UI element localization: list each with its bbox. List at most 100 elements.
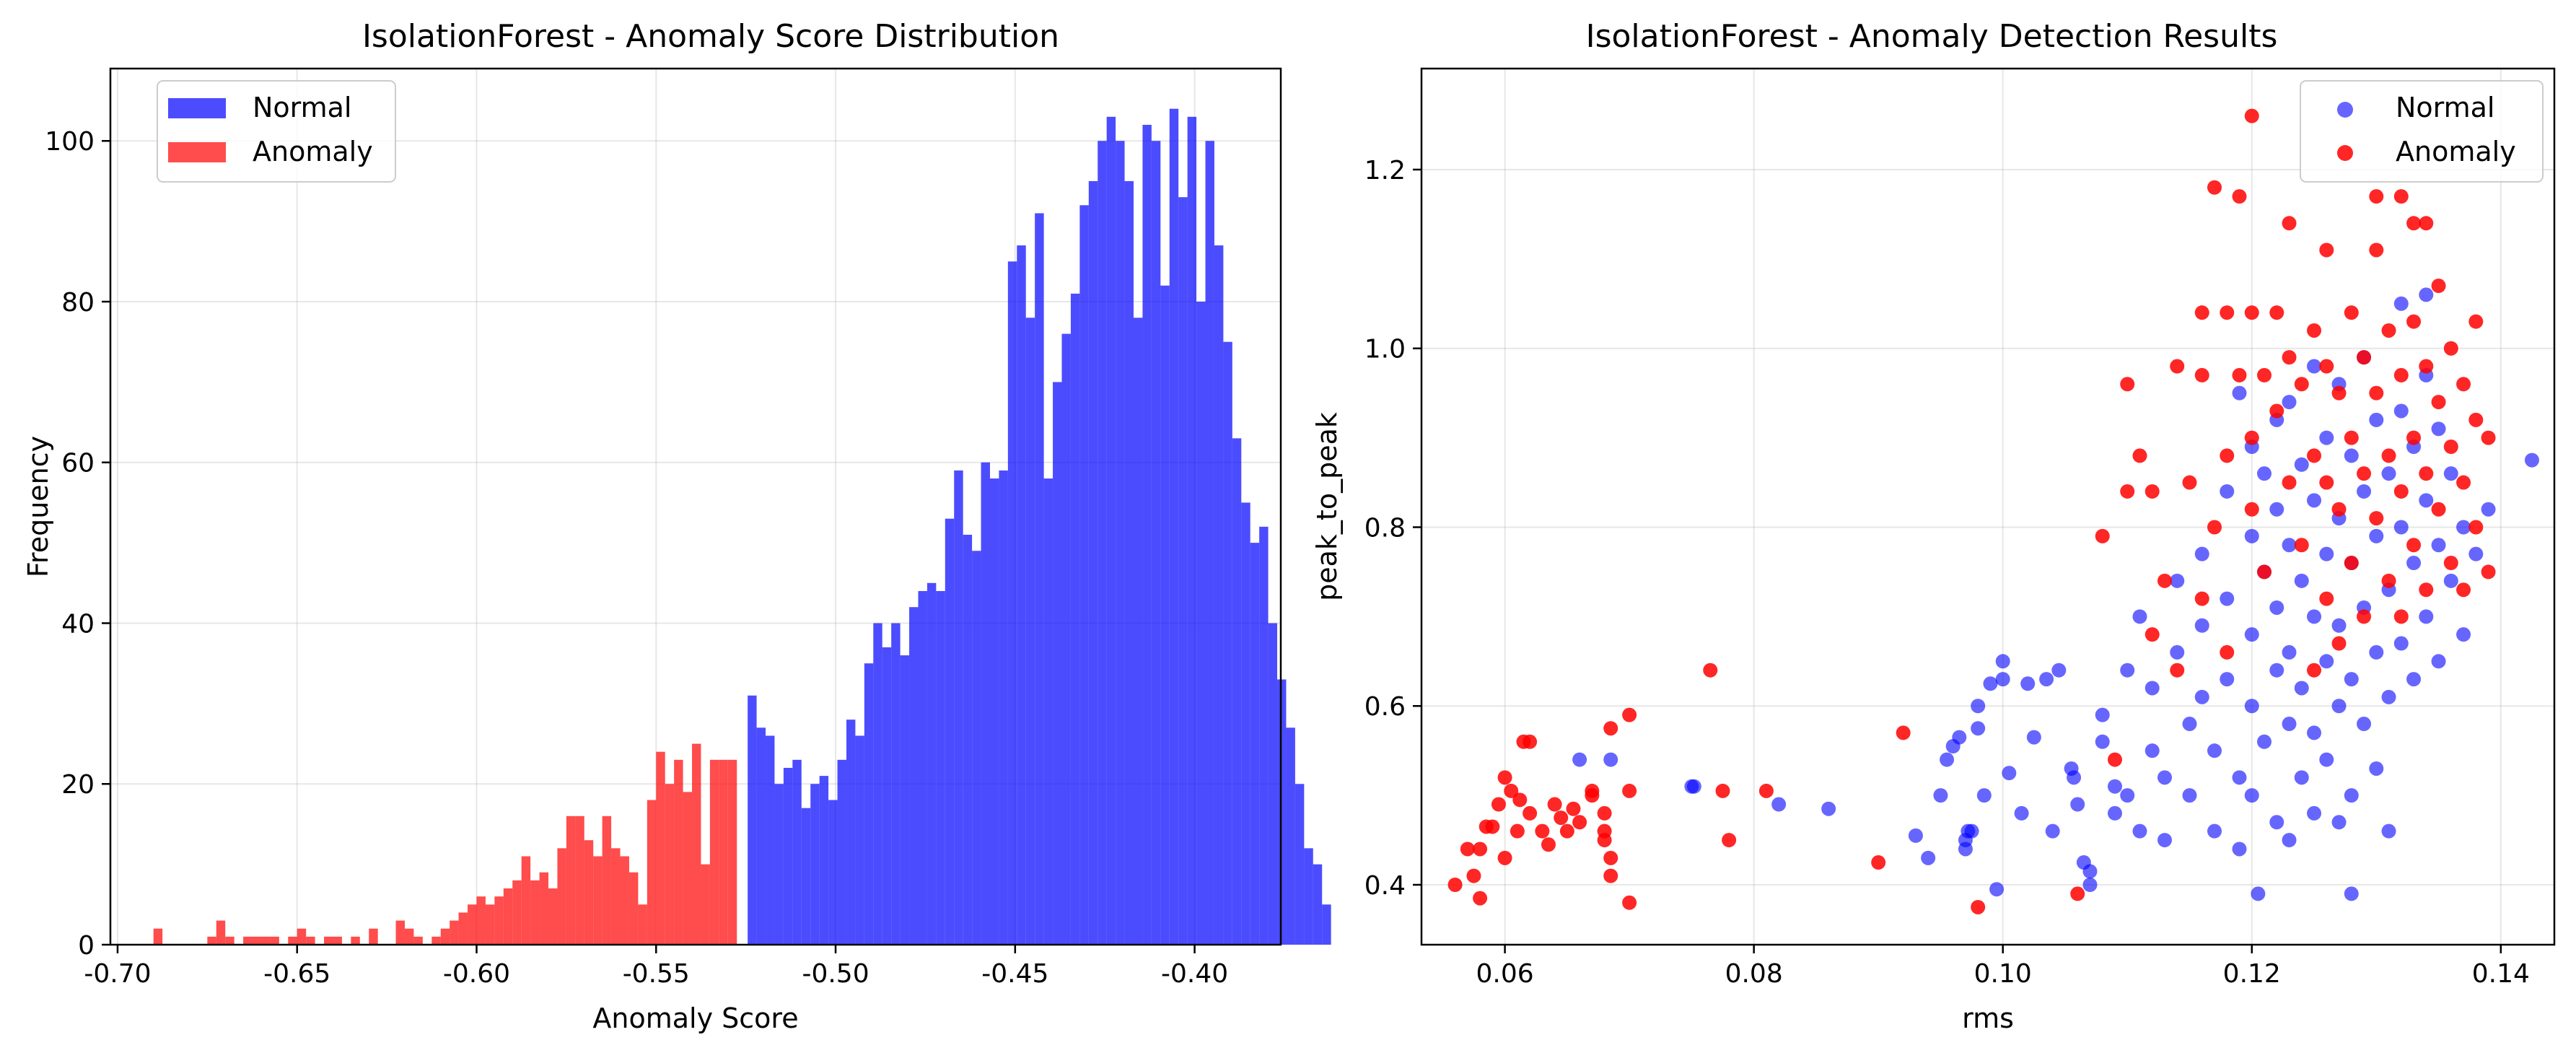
- point-normal: [1952, 730, 1967, 745]
- legend-label-anomaly: Anomaly: [253, 136, 373, 167]
- point-anomaly: [2393, 189, 2409, 204]
- point-normal: [2319, 752, 2334, 767]
- x-tick-label: 0.10: [1974, 959, 2032, 989]
- legend-swatch-anomaly: [168, 142, 226, 162]
- point-anomaly: [1622, 707, 1637, 722]
- y-tick-label: 80: [61, 288, 95, 318]
- point-normal: [1995, 672, 2010, 687]
- bar-anomaly: [665, 784, 675, 945]
- point-anomaly: [2120, 484, 2135, 499]
- point-normal: [2369, 528, 2384, 543]
- point-normal: [2319, 654, 2334, 669]
- point-normal: [2431, 654, 2446, 669]
- point-anomaly: [2393, 484, 2409, 499]
- bar-anomaly: [153, 928, 163, 945]
- point-normal: [2331, 699, 2347, 714]
- bar-normal: [1232, 438, 1242, 945]
- point-normal: [2431, 538, 2446, 553]
- histogram-ylabel: Frequency: [22, 436, 54, 577]
- bar-normal: [1178, 197, 1188, 945]
- x-tick-label: -0.70: [84, 959, 151, 989]
- bar-anomaly: [674, 759, 683, 945]
- point-anomaly: [1566, 801, 1581, 816]
- point-normal: [2244, 788, 2259, 803]
- bar-normal: [1313, 864, 1323, 945]
- bar-anomaly: [485, 904, 495, 945]
- point-normal: [2220, 484, 2235, 499]
- point-normal: [2406, 556, 2422, 571]
- bar-anomaly: [566, 816, 576, 945]
- point-normal: [1976, 788, 1992, 803]
- histogram-ticks: -0.70 -0.65 -0.60 -0.55 -0.50 -0.45 -0.40 0 20 40…: [45, 127, 1228, 989]
- point-normal: [2194, 689, 2209, 704]
- point-anomaly: [1510, 823, 1525, 839]
- bar-anomaly: [701, 864, 710, 945]
- bar-anomaly: [440, 928, 450, 945]
- point-anomaly: [2269, 305, 2284, 320]
- point-anomaly: [1603, 721, 1618, 736]
- point-normal: [1908, 828, 1923, 843]
- point-anomaly: [1622, 895, 1637, 910]
- bar-normal: [1214, 245, 1224, 945]
- point-anomaly: [2381, 448, 2396, 463]
- point-anomaly: [2431, 502, 2446, 517]
- point-anomaly: [2120, 377, 2135, 392]
- point-anomaly: [2282, 475, 2297, 490]
- point-anomaly: [1585, 783, 1600, 798]
- point-normal: [2145, 681, 2160, 696]
- point-normal: [2331, 618, 2347, 633]
- bar-normal: [1053, 382, 1062, 945]
- bar-normal: [1268, 623, 1278, 945]
- point-anomaly: [2419, 582, 2434, 598]
- bar-normal: [909, 607, 919, 945]
- bar-normal: [873, 623, 882, 945]
- point-anomaly: [2319, 475, 2334, 490]
- point-anomaly: [1497, 770, 1512, 785]
- point-normal: [2269, 815, 2284, 830]
- bar-normal: [882, 647, 892, 945]
- point-normal: [2381, 466, 2396, 481]
- y-tick-label: 0.6: [1364, 692, 1406, 722]
- point-anomaly: [1485, 819, 1500, 834]
- point-anomaly: [2207, 520, 2222, 535]
- legend-label-normal: Normal: [2396, 92, 2495, 123]
- y-tick-label: 1.0: [1364, 335, 1406, 364]
- bar-normal: [1106, 116, 1116, 945]
- point-anomaly: [2257, 367, 2272, 382]
- bar-anomaly: [225, 936, 235, 945]
- point-anomaly: [2157, 573, 2172, 588]
- point-anomaly: [1473, 891, 1488, 906]
- point-normal: [2257, 466, 2272, 481]
- point-anomaly: [2170, 359, 2185, 374]
- y-tick-label: 100: [45, 127, 95, 157]
- point-normal: [2419, 287, 2434, 302]
- scatter-ylabel: peak_to_peak: [1311, 412, 1343, 601]
- point-anomaly: [2393, 367, 2409, 382]
- point-normal: [2232, 385, 2247, 401]
- point-anomaly: [2357, 609, 2372, 624]
- point-anomaly: [1512, 792, 1528, 808]
- bar-anomaly: [216, 920, 226, 945]
- bar-normal: [1241, 502, 1250, 945]
- point-anomaly: [2294, 377, 2309, 392]
- bar-normal: [1116, 141, 1125, 945]
- bar-anomaly: [692, 743, 701, 945]
- point-normal: [2257, 734, 2272, 749]
- bar-normal: [1124, 180, 1134, 945]
- bar-normal: [846, 720, 856, 945]
- point-normal: [2120, 663, 2135, 678]
- scatter-title: IsolationForest - Anomaly Detection Resu…: [1586, 18, 2278, 55]
- bar-normal: [864, 663, 874, 945]
- point-anomaly: [2319, 591, 2334, 606]
- point-anomaly: [2319, 242, 2334, 258]
- x-tick-label: -0.65: [263, 959, 330, 989]
- point-normal: [2045, 823, 2060, 839]
- bar-anomaly: [413, 936, 423, 945]
- point-anomaly: [2220, 644, 2235, 660]
- bar-normal: [918, 590, 927, 945]
- point-anomaly: [1597, 833, 1612, 848]
- point-anomaly: [2132, 448, 2147, 463]
- point-normal: [2319, 546, 2334, 561]
- legend-marker-anomaly: [2337, 145, 2353, 161]
